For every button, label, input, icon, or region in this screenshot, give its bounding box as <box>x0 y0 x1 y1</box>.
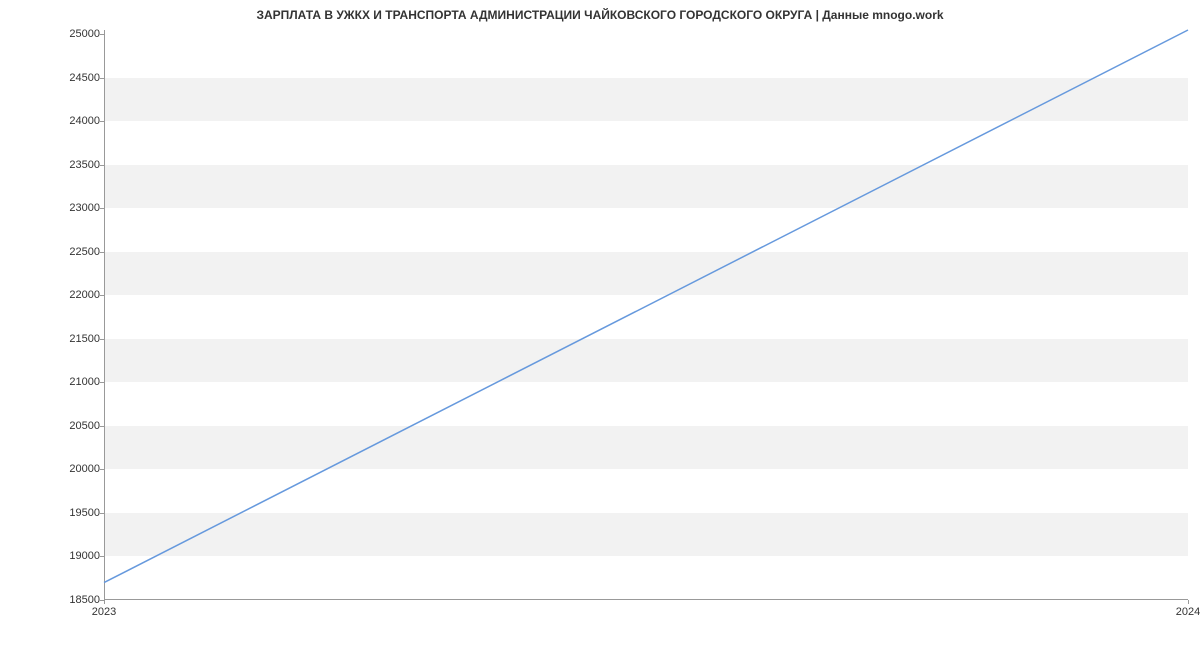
y-tick-label: 24500 <box>50 72 100 84</box>
y-tick-label: 19000 <box>50 550 100 562</box>
y-tick-label: 20500 <box>50 420 100 432</box>
y-tick-mark <box>100 295 104 296</box>
x-tick-label: 2024 <box>1176 606 1200 618</box>
y-tick-mark <box>100 34 104 35</box>
series-line <box>104 30 1188 583</box>
y-tick-label: 20000 <box>50 463 100 475</box>
y-tick-mark <box>100 121 104 122</box>
x-tick-label: 2023 <box>92 606 116 618</box>
y-tick-label: 25000 <box>50 28 100 40</box>
y-tick-mark <box>100 252 104 253</box>
y-tick-label: 19500 <box>50 507 100 519</box>
y-tick-label: 18500 <box>50 594 100 606</box>
chart-title: ЗАРПЛАТА В УЖКХ И ТРАНСПОРТА АДМИНИСТРАЦ… <box>0 8 1200 22</box>
y-tick-mark <box>100 469 104 470</box>
y-tick-label: 21000 <box>50 376 100 388</box>
y-tick-mark <box>100 426 104 427</box>
y-tick-mark <box>100 339 104 340</box>
x-tick-mark <box>104 600 105 604</box>
y-tick-mark <box>100 165 104 166</box>
line-series <box>104 30 1188 600</box>
y-tick-label: 24000 <box>50 115 100 127</box>
y-tick-mark <box>100 382 104 383</box>
y-tick-mark <box>100 208 104 209</box>
x-tick-mark <box>1188 600 1189 604</box>
y-tick-label: 22000 <box>50 289 100 301</box>
y-tick-mark <box>100 78 104 79</box>
y-tick-label: 23500 <box>50 159 100 171</box>
y-tick-label: 23000 <box>50 202 100 214</box>
y-tick-mark <box>100 556 104 557</box>
y-tick-label: 21500 <box>50 333 100 345</box>
y-tick-mark <box>100 513 104 514</box>
y-tick-label: 22500 <box>50 246 100 258</box>
